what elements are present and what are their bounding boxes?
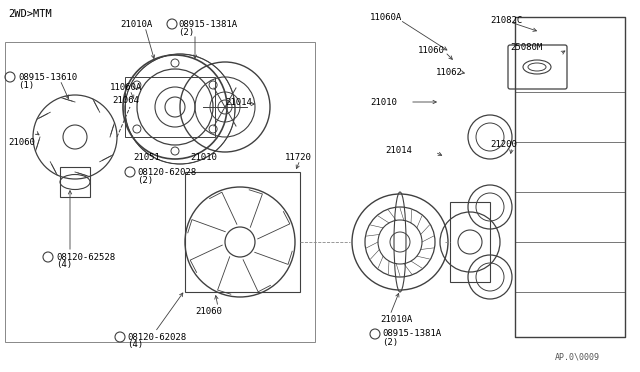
Text: 2WD>MTM: 2WD>MTM bbox=[8, 9, 52, 19]
Bar bbox=[185, 172, 300, 292]
Text: (2): (2) bbox=[178, 28, 194, 36]
Text: 08915-1381A: 08915-1381A bbox=[382, 330, 441, 339]
Text: 11060A: 11060A bbox=[370, 13, 403, 22]
Text: (1): (1) bbox=[18, 80, 34, 90]
Text: (2): (2) bbox=[382, 337, 398, 346]
Bar bbox=[5, 42, 315, 342]
Text: AP.0\0009: AP.0\0009 bbox=[555, 353, 600, 362]
Text: 21082C: 21082C bbox=[490, 16, 522, 25]
Text: 08915-1381A: 08915-1381A bbox=[178, 19, 237, 29]
Text: (4): (4) bbox=[56, 260, 72, 269]
Text: 25080M: 25080M bbox=[510, 42, 542, 51]
Text: 11062: 11062 bbox=[436, 67, 463, 77]
Text: 21064: 21064 bbox=[112, 96, 139, 105]
Bar bbox=[125, 77, 215, 137]
Text: 08120-62528: 08120-62528 bbox=[56, 253, 115, 262]
Bar bbox=[60, 167, 90, 197]
Text: (4): (4) bbox=[127, 340, 143, 350]
Text: 21010: 21010 bbox=[370, 97, 397, 106]
Text: 21200: 21200 bbox=[490, 140, 517, 148]
Text: 11060: 11060 bbox=[418, 45, 445, 55]
Bar bbox=[515, 17, 625, 337]
Bar bbox=[450, 202, 490, 282]
Text: 21010A: 21010A bbox=[120, 19, 152, 29]
Text: 08120-62028: 08120-62028 bbox=[127, 333, 186, 341]
Text: 21014: 21014 bbox=[225, 97, 252, 106]
Text: 21060: 21060 bbox=[8, 138, 35, 147]
Text: (2): (2) bbox=[137, 176, 153, 185]
Text: 08915-13610: 08915-13610 bbox=[18, 73, 77, 81]
Text: 11720: 11720 bbox=[285, 153, 312, 161]
Text: 21051: 21051 bbox=[133, 153, 160, 161]
Text: 21060: 21060 bbox=[195, 308, 222, 317]
Text: 21010A: 21010A bbox=[380, 315, 412, 324]
Text: 11060A: 11060A bbox=[110, 83, 142, 92]
Text: 08120-62028: 08120-62028 bbox=[137, 167, 196, 176]
Text: 21010: 21010 bbox=[190, 153, 217, 161]
Text: 21014: 21014 bbox=[385, 145, 412, 154]
